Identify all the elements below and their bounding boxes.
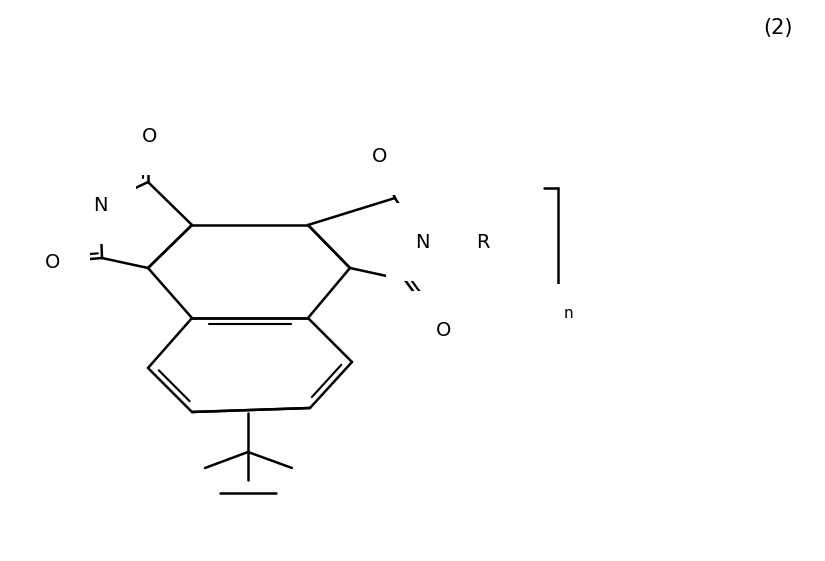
Text: R: R bbox=[476, 232, 490, 251]
Text: (2): (2) bbox=[763, 18, 793, 38]
Text: O: O bbox=[45, 252, 61, 272]
Text: O: O bbox=[436, 320, 452, 339]
Text: O: O bbox=[142, 126, 158, 145]
Text: N: N bbox=[92, 195, 107, 214]
Text: N: N bbox=[415, 232, 429, 251]
Text: n: n bbox=[563, 306, 573, 321]
Text: O: O bbox=[372, 146, 388, 165]
